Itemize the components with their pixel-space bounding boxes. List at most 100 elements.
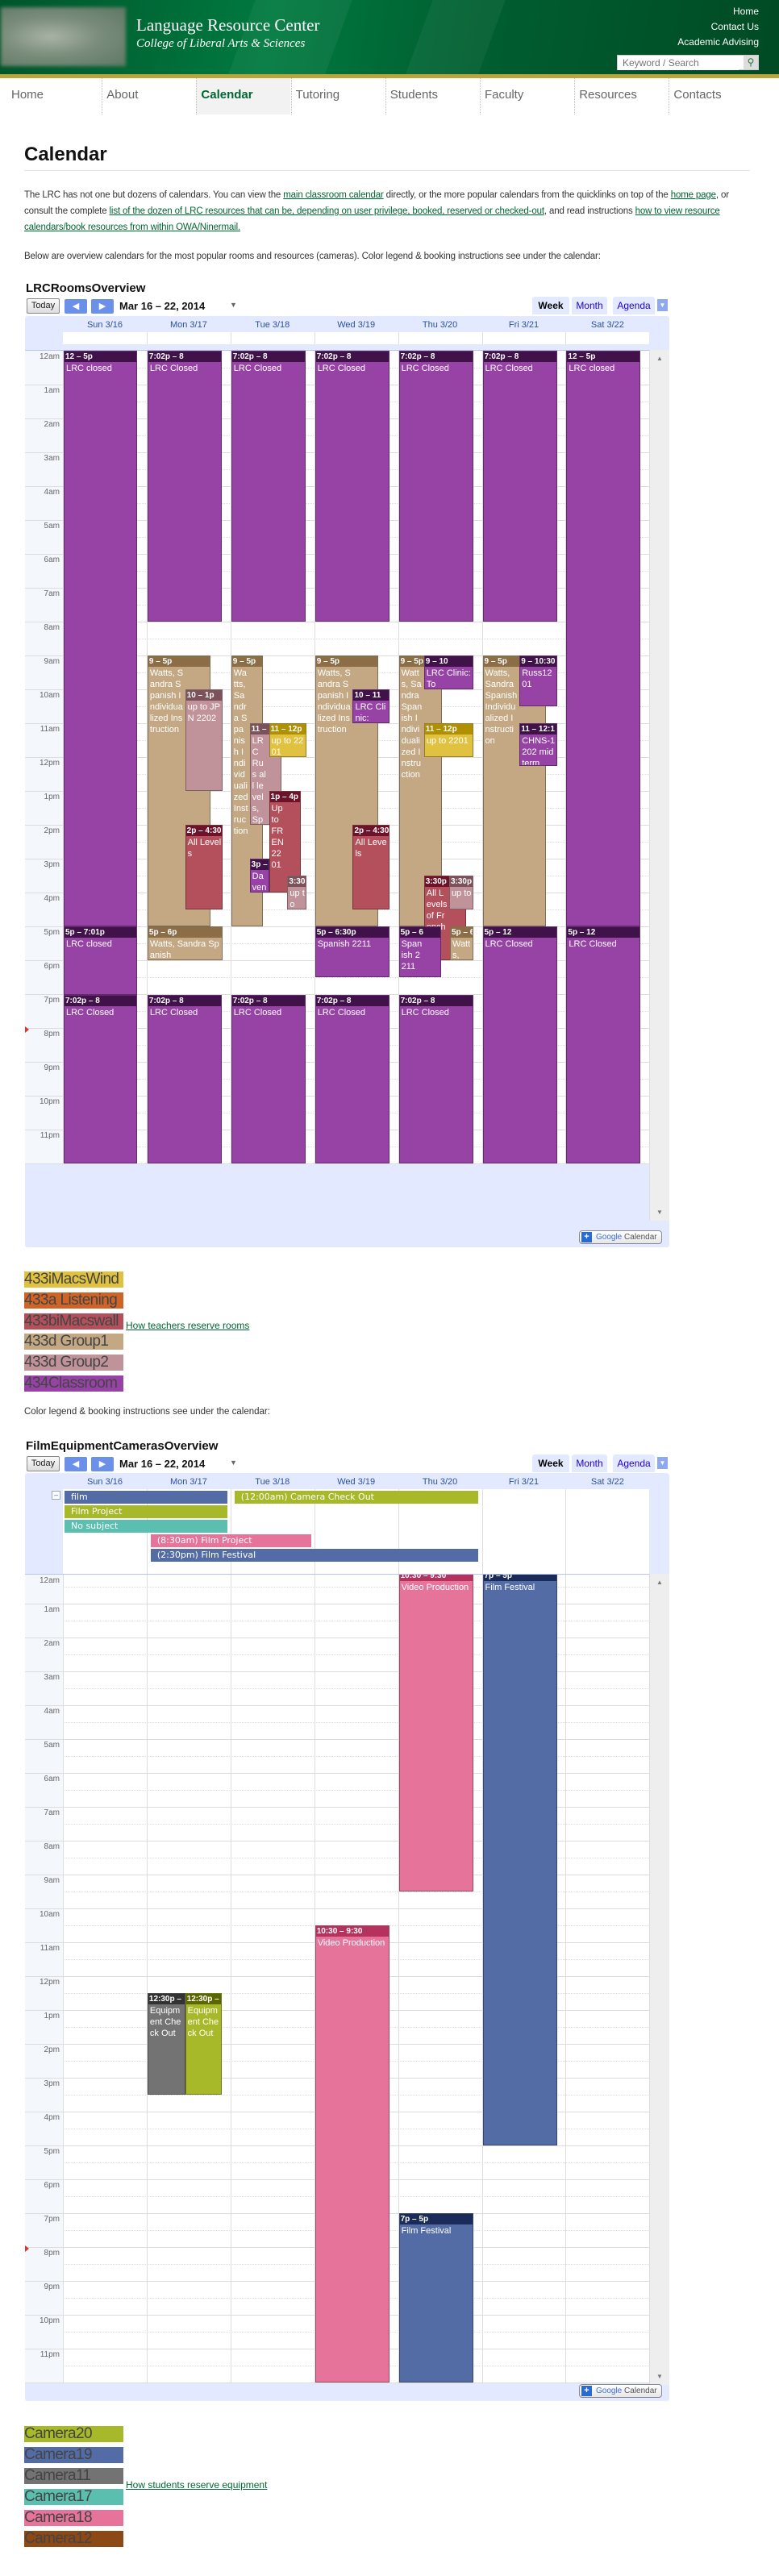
- university-logo[interactable]: [1, 7, 126, 66]
- calendar-event[interactable]: 7:02p – 8 LRC Closed: [398, 351, 474, 622]
- day-header[interactable]: Fri 3/21: [508, 1477, 539, 1487]
- calendar-event[interactable]: 7:02p – 8 LRC Closed: [147, 351, 223, 622]
- next-week-button[interactable]: ▶: [91, 299, 114, 314]
- day-column[interactable]: [398, 1575, 482, 2382]
- calendar-event[interactable]: 5p – 6:30p Spanish 2211: [315, 926, 390, 977]
- calendar-event[interactable]: 3:30p up to: [448, 876, 474, 909]
- view-menu-chevron-icon[interactable]: ▼: [657, 1457, 668, 1469]
- day-column[interactable]: [565, 351, 649, 1163]
- today-button[interactable]: Today: [27, 1456, 60, 1471]
- day-header[interactable]: Sun 3/16: [86, 320, 123, 330]
- nav-item-contacts[interactable]: Contacts: [669, 78, 763, 114]
- day-header[interactable]: Mon 3/17: [169, 320, 207, 330]
- day-column[interactable]: [146, 351, 231, 1163]
- calendar-event[interactable]: 5p – 6 Watts,: [449, 926, 474, 960]
- calendar-event[interactable]: 9 – 10:30 Russ1201: [519, 655, 557, 706]
- calendar-event[interactable]: 2p – 4:30 All Levels: [185, 825, 223, 909]
- calendar-event[interactable]: 5p – 6 Spanish 2211: [398, 926, 441, 977]
- booking-instructions-link[interactable]: How teachers reserve rooms: [126, 1320, 250, 1331]
- date-range[interactable]: Mar 16 – 22, 2014: [119, 1458, 206, 1470]
- calendar-event[interactable]: 7:02p – 8 LRC Closed: [64, 995, 138, 1163]
- nav-item-resources[interactable]: Resources: [574, 78, 669, 114]
- calendar-event[interactable]: 3p – Davenpo: [249, 859, 269, 893]
- day-header[interactable]: Wed 3/19: [337, 1477, 376, 1487]
- calendar-event[interactable]: 12:30p – Equipment Check Out: [185, 1993, 223, 2095]
- time-grid[interactable]: 12am 1am 2am 3am 4am 5am 6am 7am 8am 9am 10am 11am 1…: [25, 350, 649, 1226]
- day-header[interactable]: Thu 3/20: [422, 320, 458, 330]
- scroll-down-arrow-icon[interactable]: ▼: [656, 2373, 663, 2380]
- calendar-event[interactable]: 5p – 6p Watts, Sandra Spanish: [147, 926, 223, 960]
- calendar-event[interactable]: 12 – 5p LRC closed: [64, 351, 138, 926]
- day-column[interactable]: [481, 351, 566, 1163]
- calendar-event[interactable]: 9 – 10 LRC Clinic: To: [423, 655, 474, 689]
- chevron-down-icon[interactable]: ▼: [230, 1459, 237, 1467]
- top-link-academic-advising[interactable]: Academic Advising: [677, 36, 759, 48]
- add-to-google-calendar-button[interactable]: + Google Calendar: [579, 2384, 662, 2398]
- day-column[interactable]: [63, 1575, 147, 2382]
- calendar-event[interactable]: 7:02p – 8 LRC Closed: [147, 995, 223, 1163]
- site-subtitle[interactable]: College of Liberal Arts & Sciences: [136, 37, 306, 50]
- top-link-home[interactable]: Home: [732, 6, 759, 17]
- nav-item-home[interactable]: Home: [11, 88, 44, 102]
- search-input[interactable]: [618, 56, 739, 70]
- calendar-event[interactable]: 7p – 5p Film Festival: [482, 1575, 557, 2145]
- calendar-event[interactable]: 7:02p – 8 LRC Closed: [231, 995, 306, 1163]
- view-tab-week[interactable]: Week: [532, 297, 569, 314]
- all-day-event[interactable]: Film Project: [65, 1505, 227, 1518]
- all-day-event[interactable]: (12:00am) Camera Check Out: [234, 1491, 479, 1504]
- date-range[interactable]: Mar 16 – 22, 2014: [119, 300, 206, 312]
- calendar-event[interactable]: 10 – 1p up to JPN 2202: [185, 689, 223, 791]
- day-header[interactable]: Sat 3/22: [590, 1477, 624, 1487]
- calendar-event[interactable]: 12:30p – Equipment Check Out: [147, 1993, 185, 2095]
- calendar-event[interactable]: 7:02p – 8 LRC Closed: [231, 351, 306, 622]
- site-title[interactable]: Language Resource Center: [136, 15, 320, 35]
- magnifier-icon[interactable]: ⚲: [744, 56, 758, 69]
- calendar-event[interactable]: 3:30 up to: [287, 876, 307, 909]
- day-header[interactable]: Sun 3/16: [86, 1477, 123, 1487]
- day-header[interactable]: Thu 3/20: [422, 1477, 458, 1487]
- day-header[interactable]: Tue 3/18: [255, 1477, 290, 1487]
- calendar-event[interactable]: 5p – 7:01p LRC closed: [64, 926, 138, 995]
- day-header[interactable]: Mon 3/17: [169, 1477, 207, 1487]
- view-tab-month[interactable]: Month: [572, 297, 607, 314]
- day-column[interactable]: [146, 1575, 231, 2382]
- day-column[interactable]: [481, 1575, 566, 2382]
- calendar-event[interactable]: 7:02p – 8 LRC Closed: [398, 995, 474, 1163]
- calendar-event[interactable]: 10:30 – 9:30 Video Production: [315, 1925, 390, 2382]
- calendar-event[interactable]: 11 – 12p up to 2201: [269, 723, 307, 757]
- calendar-event[interactable]: 12 – 5p LRC closed: [566, 351, 640, 926]
- day-header[interactable]: Sat 3/22: [590, 320, 624, 330]
- calendar-event[interactable]: 7:02p – 8 LRC Closed: [315, 995, 390, 1163]
- view-tab-month[interactable]: Month: [572, 1454, 607, 1472]
- calendar-event[interactable]: 7:02p – 8 LRC Closed: [315, 351, 390, 622]
- scroll-down-arrow-icon[interactable]: ▼: [656, 1209, 663, 1216]
- calendar-event[interactable]: 7p – 5p Film Festival: [398, 2213, 474, 2382]
- next-week-button[interactable]: ▶: [91, 1457, 114, 1471]
- time-grid[interactable]: 12am 1am 2am 3am 4am 5am 6am 7am 8am 9am 10am 11am 1…: [25, 1574, 649, 2385]
- day-column[interactable]: [398, 351, 482, 1163]
- calendar-event[interactable]: 10:30 – 9:30 Video Production: [398, 1575, 474, 1891]
- calendar-event[interactable]: 11 – 12p up to 2201: [423, 723, 474, 757]
- grid-scrollbar[interactable]: ▲ ▼: [649, 1574, 669, 2385]
- day-column[interactable]: [314, 351, 398, 1163]
- calendar-event[interactable]: 7:02p – 8 LRC Closed: [482, 351, 557, 622]
- intro-link[interactable]: main classroom calendar: [283, 190, 384, 200]
- nav-item-calendar[interactable]: Calendar: [196, 78, 291, 114]
- prev-week-button[interactable]: ◀: [65, 299, 87, 314]
- today-button[interactable]: Today: [27, 298, 60, 314]
- intro-link[interactable]: list of the dozen of LRC resources that …: [109, 206, 544, 216]
- calendar-event[interactable]: 5p – 12 LRC Closed: [482, 926, 557, 1163]
- calendar-event[interactable]: 10 – 11 LRC Clinic:: [352, 689, 390, 723]
- nav-item-faculty[interactable]: Faculty: [480, 78, 574, 114]
- all-day-event[interactable]: (8:30am) Film Project: [150, 1534, 311, 1547]
- add-to-google-calendar-button[interactable]: + Google Calendar: [579, 1230, 662, 1244]
- collapse-all-day-icon[interactable]: –: [52, 1491, 60, 1500]
- view-tab-agenda[interactable]: Agenda: [613, 1454, 655, 1472]
- day-column[interactable]: [230, 1575, 315, 2382]
- day-column[interactable]: [63, 351, 147, 1163]
- day-column[interactable]: [565, 1575, 649, 2382]
- nav-item-about[interactable]: About: [102, 78, 196, 114]
- view-tab-agenda[interactable]: Agenda: [613, 297, 655, 314]
- intro-link[interactable]: how to view resource calendars/book reso…: [24, 206, 720, 232]
- calendar-event[interactable]: 5p – 12 LRC Closed: [566, 926, 640, 1163]
